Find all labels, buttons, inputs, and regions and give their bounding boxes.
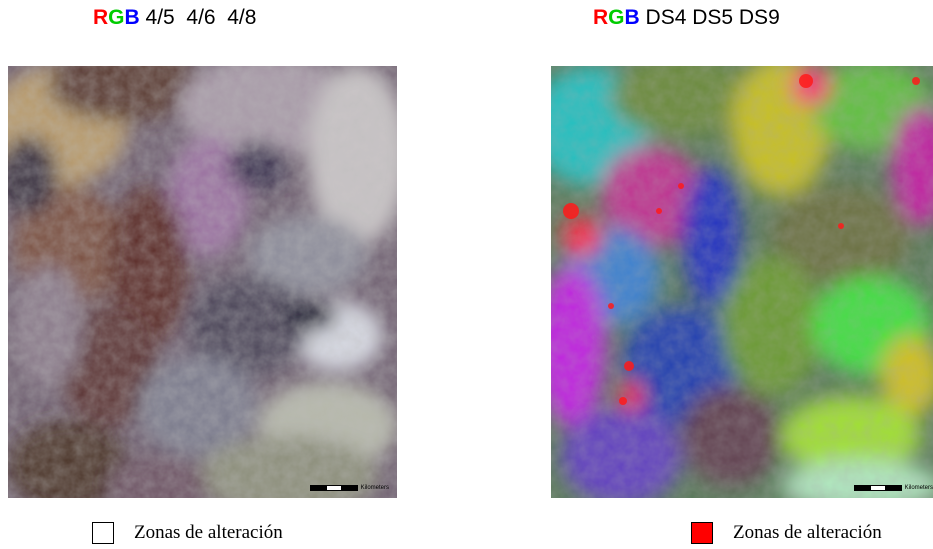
scale-segment	[853, 485, 870, 491]
right-satellite-image: Kilometers	[551, 66, 933, 498]
alteration-spot	[799, 74, 813, 88]
left-scale-bar: Kilometers	[309, 484, 389, 492]
right-panel-title: RGB DS4 DS5 DS9	[593, 6, 780, 30]
scale-segment	[869, 485, 886, 491]
title-bands: 4/5 4/6 4/8	[139, 6, 257, 29]
legend-label: Zonas de alteración	[134, 522, 283, 543]
left-image-svg	[8, 66, 397, 498]
right-scale-bar: Kilometers	[853, 484, 933, 492]
legend-label: Zonas de alteración	[733, 522, 882, 543]
alteration-spot	[912, 77, 920, 85]
right-image-svg	[551, 66, 933, 498]
legend-swatch-white	[92, 522, 114, 544]
alteration-spot	[563, 203, 579, 219]
alteration-spot	[838, 223, 844, 229]
left-legend: Zonas de alteración	[92, 521, 283, 545]
right-legend: Zonas de alteración	[691, 521, 882, 545]
title-bands: DS4 DS5 DS9	[639, 6, 780, 29]
red-alteration-spots	[563, 74, 920, 405]
alteration-spot	[619, 397, 627, 405]
title-b: B	[124, 6, 140, 29]
alteration-spot	[656, 208, 662, 214]
title-b: B	[624, 6, 640, 29]
scale-segment	[309, 485, 326, 491]
title-r: R	[93, 6, 109, 29]
title-g: G	[108, 6, 125, 29]
scale-segment	[341, 485, 358, 491]
scale-label: Kilometers	[360, 485, 389, 491]
title-r: R	[593, 6, 609, 29]
alteration-spot	[678, 183, 684, 189]
scale-segment	[885, 485, 902, 491]
scale-segment	[325, 485, 342, 491]
left-satellite-image: Kilometers	[8, 66, 397, 498]
title-g: G	[608, 6, 625, 29]
scale-label: Kilometers	[904, 485, 933, 491]
left-panel-title: RGB 4/5 4/6 4/8	[93, 6, 256, 30]
legend-swatch-red	[691, 522, 713, 544]
alteration-spot	[608, 303, 614, 309]
alteration-spot	[624, 361, 634, 371]
